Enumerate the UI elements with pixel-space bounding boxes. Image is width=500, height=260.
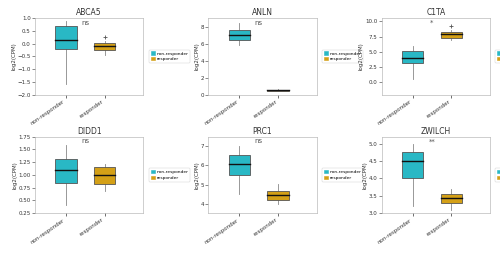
Bar (402, 51, 423, 63)
Legend: non-responder, responder: non-responder, responder (496, 50, 500, 63)
Legend: non-responder, responder: non-responder, responder (322, 168, 364, 182)
Text: ns: ns (81, 20, 90, 26)
Y-axis label: log2(CPM): log2(CPM) (11, 43, 16, 70)
Legend: non-responder, responder: non-responder, responder (322, 50, 364, 63)
Text: *: * (430, 20, 434, 26)
Bar (56, 26, 76, 49)
Y-axis label: log2(CPM): log2(CPM) (362, 161, 368, 189)
Bar (56, 159, 76, 183)
Bar (228, 30, 250, 40)
Bar (440, 32, 462, 38)
Y-axis label: log2(CPM): log2(CPM) (194, 161, 200, 189)
Y-axis label: log2(CPM): log2(CPM) (359, 43, 364, 70)
Legend: non-responder, responder: non-responder, responder (496, 168, 500, 182)
Title: ABCA5: ABCA5 (76, 8, 102, 17)
Title: C1TA: C1TA (426, 8, 446, 17)
Text: ns: ns (254, 20, 262, 26)
Bar (268, 90, 288, 91)
Title: PRC1: PRC1 (252, 127, 272, 136)
Legend: non-responder, responder: non-responder, responder (149, 168, 190, 182)
Bar (94, 43, 116, 50)
Text: ns: ns (81, 138, 90, 144)
Y-axis label: log2(CPM): log2(CPM) (194, 43, 200, 70)
Y-axis label: log2(CPM): log2(CPM) (12, 161, 17, 189)
Text: ns: ns (254, 138, 262, 144)
Bar (268, 191, 288, 200)
Bar (402, 152, 423, 178)
Text: **: ** (428, 138, 436, 144)
Bar (440, 194, 462, 203)
Title: ZWILCH: ZWILCH (420, 127, 451, 136)
Bar (228, 155, 250, 175)
Bar (94, 167, 116, 184)
Title: DIDD1: DIDD1 (77, 127, 102, 136)
Legend: non-responder, responder: non-responder, responder (149, 50, 190, 63)
Title: ANLN: ANLN (252, 8, 273, 17)
